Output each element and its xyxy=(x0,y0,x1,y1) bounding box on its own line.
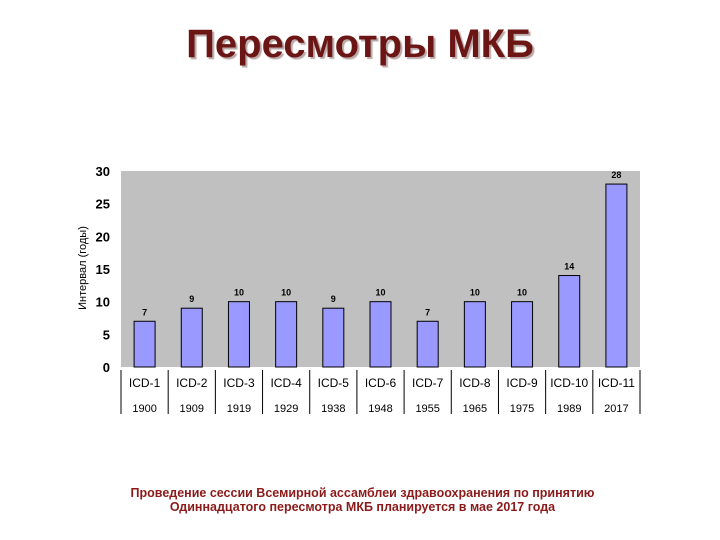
bar-value-label: 9 xyxy=(331,294,336,304)
x-year-label: 1938 xyxy=(321,403,345,415)
bar-series xyxy=(133,183,628,368)
bar xyxy=(322,307,345,368)
bar xyxy=(275,301,298,368)
value-labels: 7 9 10 10 9 10 7 10 10 14 28 xyxy=(142,170,621,317)
y-tick-label: 25 xyxy=(96,197,110,212)
bar-value-label: 14 xyxy=(564,262,574,272)
x-year-label: 1919 xyxy=(227,403,251,415)
category-table: ICD-1 ICD-2 ICD-3 ICD-4 ICD-5 ICD-6 ICD-7 ICD-8… xyxy=(120,370,641,415)
x-year-label: 1975 xyxy=(510,403,534,415)
y-tick-label: 15 xyxy=(96,262,110,277)
x-category-label: ICD-7 xyxy=(412,376,444,390)
bar-value-label: 28 xyxy=(611,170,621,180)
x-year-label: 1955 xyxy=(415,403,439,415)
y-tick-label: 0 xyxy=(103,360,110,375)
bar-value-label: 7 xyxy=(142,307,147,317)
x-year-label: 1989 xyxy=(557,403,581,415)
bar-value-label: 10 xyxy=(517,288,527,298)
bar xyxy=(133,320,156,368)
bar xyxy=(369,301,392,368)
x-category-label: ICD-3 xyxy=(223,376,255,390)
y-axis-ticks: 0 5 10 15 20 25 30 xyxy=(96,164,110,375)
x-category-label: ICD-4 xyxy=(270,376,302,390)
bar xyxy=(605,183,628,368)
x-category-label: ICD-5 xyxy=(318,376,350,390)
bar xyxy=(463,301,486,368)
bar-value-label: 7 xyxy=(425,307,430,317)
bar xyxy=(180,307,203,368)
bar-value-label: 10 xyxy=(375,288,385,298)
bar xyxy=(416,320,439,368)
x-category-label: ICD-9 xyxy=(506,376,538,390)
footnote: Проведение сессии Всемирной ассамблеи зд… xyxy=(40,486,685,514)
x-category-label: ICD-10 xyxy=(550,376,588,390)
x-year-label: 1948 xyxy=(368,403,392,415)
x-category-label: ICD-8 xyxy=(459,376,491,390)
x-year-label: 2017 xyxy=(604,403,628,415)
x-year-label: 1900 xyxy=(132,403,156,415)
bar xyxy=(511,301,534,368)
x-year-label: 1909 xyxy=(180,403,204,415)
x-category-label: ICD-1 xyxy=(129,376,161,390)
x-category-label: ICD-6 xyxy=(365,376,397,390)
footnote-line-1: Проведение сессии Всемирной ассамблеи зд… xyxy=(130,486,595,500)
y-tick-label: 5 xyxy=(103,327,110,342)
footnote-line-2: Одиннадцатого пересмотра МКБ планируется… xyxy=(169,500,556,514)
bar xyxy=(227,301,250,368)
y-tick-label: 10 xyxy=(96,295,110,310)
y-tick-label: 20 xyxy=(96,229,110,244)
bar-value-label: 10 xyxy=(470,288,480,298)
bar xyxy=(558,275,581,368)
x-year-label: 1929 xyxy=(274,403,298,415)
bar-value-label: 10 xyxy=(234,288,244,298)
x-category-label: ICD-11 xyxy=(598,376,635,390)
bar-value-label: 9 xyxy=(189,294,194,304)
slide-title: Пересмотры МКБ xyxy=(186,22,534,66)
bar-value-label: 10 xyxy=(281,288,291,298)
x-category-label: ICD-2 xyxy=(176,376,208,390)
x-year-label: 1965 xyxy=(463,403,487,415)
y-axis-label: Интервал (годы) xyxy=(77,226,89,310)
y-tick-label: 30 xyxy=(96,164,110,179)
